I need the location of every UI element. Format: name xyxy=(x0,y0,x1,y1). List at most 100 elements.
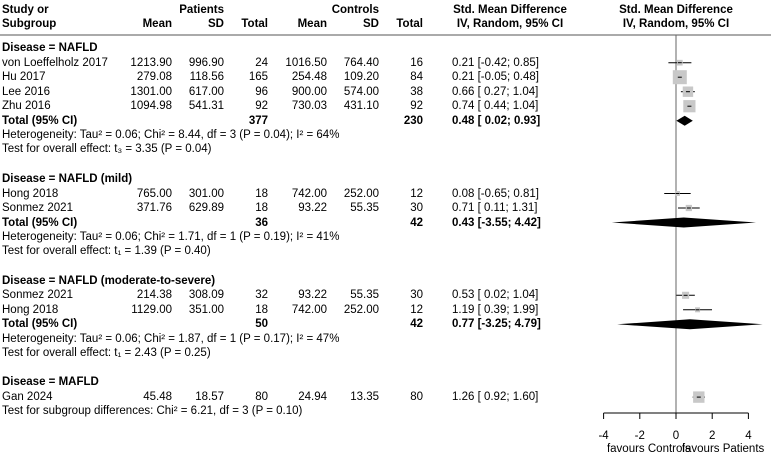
header-total: Total xyxy=(241,18,268,30)
study-name: Lee 2016 xyxy=(2,85,50,98)
study-p-total: 18 xyxy=(255,303,268,316)
study-p-sd: 18.57 xyxy=(195,391,224,404)
overall-effect-text: Test for overall effect: t₃ = 3.35 (P = … xyxy=(2,143,212,156)
header-smd: Std. Mean Difference xyxy=(453,4,567,16)
study-c-total: 16 xyxy=(410,56,423,69)
total-patients: 377 xyxy=(248,114,268,127)
study-p-total: 32 xyxy=(255,289,268,302)
total-ci: 0.43 [-3.55; 4.42] xyxy=(452,216,541,229)
study-ci: 0.21 [-0.05; 0.48] xyxy=(452,71,539,84)
study-p-mean: 279.08 xyxy=(136,71,172,84)
header-sd: SD xyxy=(208,18,224,30)
study-c-total: 12 xyxy=(410,187,423,200)
study-c-total: 30 xyxy=(410,289,423,302)
study-p-total: 18 xyxy=(255,202,268,214)
total-patients: 36 xyxy=(255,216,268,229)
study-name: Zhu 2016 xyxy=(2,100,51,113)
study-p-mean: 371.76 xyxy=(136,202,172,214)
subgroup-differences-text: Test for subgroup differences: Chi² = 6.… xyxy=(2,405,303,417)
study-c-total: 30 xyxy=(410,202,423,214)
study-c-mean: 1016.50 xyxy=(285,56,327,69)
total-label: Total (95% CI) xyxy=(2,318,78,331)
study-p-mean: 214.38 xyxy=(136,289,172,302)
heterogeneity-text: Heterogeneity: Tau² = 0.06; Chi² = 1.87,… xyxy=(2,332,340,345)
favours-patients-label: favours Patients xyxy=(681,443,765,455)
study-c-sd: 55.35 xyxy=(350,289,379,302)
total-controls: 42 xyxy=(410,318,423,331)
subgroup-label: Disease = MAFLD xyxy=(2,376,99,389)
study-p-total: 18 xyxy=(255,187,268,200)
header-smd-method: IV, Random, 95% CI xyxy=(456,18,564,30)
study-c-sd: 252.00 xyxy=(343,303,379,316)
study-ci: 0.08 [-0.65; 0.81] xyxy=(452,187,539,200)
x-tick-label: 4 xyxy=(745,430,752,442)
study-c-mean: 24.94 xyxy=(298,391,327,404)
total-ci: 0.77 [-3.25; 4.79] xyxy=(452,318,541,331)
study-p-mean: 1129.00 xyxy=(131,303,172,316)
heterogeneity-text: Heterogeneity: Tau² = 0.06; Chi² = 8.44,… xyxy=(2,129,340,141)
header-patients: Patients xyxy=(179,4,224,16)
header-plot-method: IV, Random, 95% CI xyxy=(622,18,730,30)
pooled-diamond xyxy=(676,115,693,126)
total-controls: 42 xyxy=(410,216,423,229)
study-name: von Loeffelholz 2017 xyxy=(2,56,108,69)
study-c-total: 38 xyxy=(410,85,423,98)
study-p-mean: 765.00 xyxy=(136,187,172,200)
study-c-mean: 93.22 xyxy=(298,202,327,214)
study-c-sd: 574.00 xyxy=(343,85,379,98)
study-c-mean: 742.00 xyxy=(291,303,327,316)
x-tick-label: -4 xyxy=(598,430,609,442)
study-c-sd: 109.20 xyxy=(343,71,379,84)
study-p-total: 96 xyxy=(255,85,268,98)
study-name: Hu 2017 xyxy=(2,71,46,84)
overall-effect-text: Test for overall effect: t₁ = 1.39 (P = … xyxy=(2,245,211,258)
favours-controls-label: favours Controls xyxy=(606,443,691,455)
study-name: Hong 2018 xyxy=(2,187,59,200)
header-study: Study or xyxy=(2,4,49,16)
overall-effect-text: Test for overall effect: t₁ = 2.43 (P = … xyxy=(2,346,211,359)
header-sd: SD xyxy=(363,18,379,30)
study-ci: 0.21 [-0.42; 0.85] xyxy=(452,56,539,69)
x-tick-label: -2 xyxy=(634,430,645,442)
header-subgroup: Subgroup xyxy=(2,18,57,30)
study-c-sd: 55.35 xyxy=(350,202,379,214)
study-name: Hong 2018 xyxy=(2,303,59,316)
total-ci: 0.48 [ 0.02; 0.93] xyxy=(452,114,541,127)
study-c-sd: 13.35 xyxy=(350,391,379,404)
study-c-sd: 764.40 xyxy=(343,56,379,69)
study-ci: 1.26 [ 0.92; 1.60] xyxy=(452,391,539,404)
study-p-mean: 45.48 xyxy=(143,391,172,404)
study-p-mean: 1213.90 xyxy=(130,56,172,69)
study-name: Sonmez 2021 xyxy=(2,289,73,302)
subgroup-label: Disease = NAFLD (moderate-to-severe) xyxy=(2,274,216,287)
study-p-sd: 351.00 xyxy=(188,303,224,316)
study-c-mean: 93.22 xyxy=(298,289,327,302)
study-p-total: 92 xyxy=(255,100,268,113)
subgroup-label: Disease = NAFLD (mild) xyxy=(2,172,133,185)
study-ci: 1.19 [ 0.39; 1.99] xyxy=(452,303,539,316)
total-controls: 230 xyxy=(403,114,423,127)
header-mean: Mean xyxy=(142,18,172,30)
study-c-mean: 900.00 xyxy=(291,85,327,98)
study-c-mean: 742.00 xyxy=(291,187,327,200)
study-p-sd: 301.00 xyxy=(188,187,224,200)
heterogeneity-text: Heterogeneity: Tau² = 0.06; Chi² = 1.71,… xyxy=(2,230,340,243)
study-c-total: 12 xyxy=(410,303,423,316)
total-label: Total (95% CI) xyxy=(2,216,78,229)
header-plot: Std. Mean Difference xyxy=(619,4,733,16)
study-ci: 0.53 [ 0.02; 1.04] xyxy=(452,289,539,302)
study-c-sd: 431.10 xyxy=(343,100,379,113)
study-ci: 0.74 [ 0.44; 1.04] xyxy=(452,100,539,113)
x-tick-label: 0 xyxy=(672,430,680,442)
study-name: Gan 2024 xyxy=(2,391,53,404)
study-c-mean: 254.48 xyxy=(291,71,327,84)
study-c-sd: 252.00 xyxy=(343,187,379,200)
study-c-total: 92 xyxy=(410,100,423,113)
study-p-sd: 541.31 xyxy=(188,100,224,113)
study-p-sd: 629.89 xyxy=(188,202,224,214)
header-total: Total xyxy=(396,18,423,30)
study-p-mean: 1094.98 xyxy=(130,100,172,113)
study-p-sd: 996.90 xyxy=(188,56,224,69)
study-p-total: 80 xyxy=(255,391,268,404)
